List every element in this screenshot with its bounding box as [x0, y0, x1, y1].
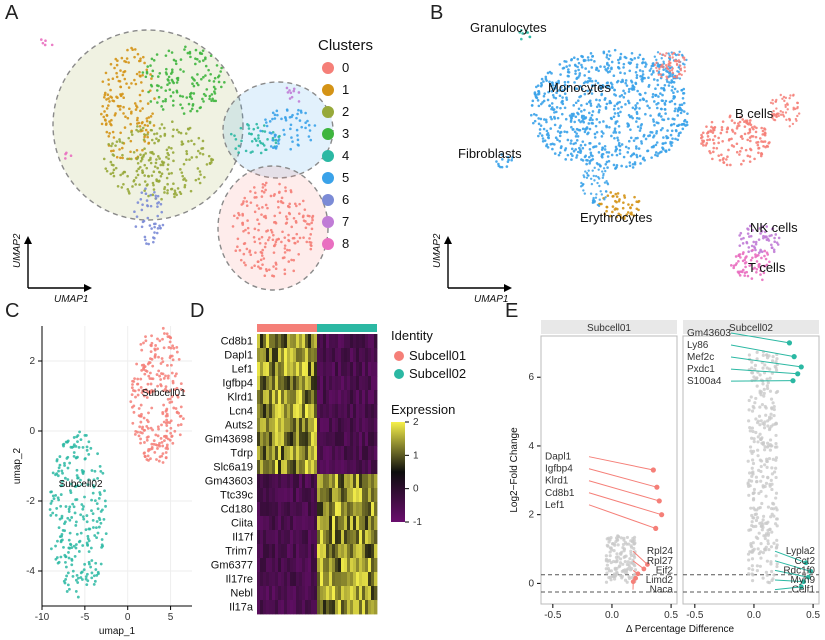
svg-text:1: 1 — [413, 450, 419, 461]
svg-text:Pxdc1: Pxdc1 — [687, 364, 715, 375]
svg-text:Dapl1: Dapl1 — [545, 452, 572, 463]
svg-text:Expression: Expression — [391, 402, 455, 417]
svg-text:Log2−Fold Change: Log2−Fold Change — [509, 427, 520, 513]
svg-text:-1: -1 — [413, 517, 422, 528]
svg-text:Erythrocytes: Erythrocytes — [580, 210, 653, 225]
svg-text:0.0: 0.0 — [605, 610, 619, 621]
svg-text:-0.5: -0.5 — [686, 610, 704, 621]
svg-text:7: 7 — [342, 214, 349, 229]
panel-B-umap: UMAP1 UMAP2 Granulocytes Monocytes Fibroblas… — [430, 10, 825, 310]
svg-text:4: 4 — [342, 148, 349, 163]
svg-text:0: 0 — [528, 578, 534, 589]
svg-text:6: 6 — [528, 372, 534, 383]
svg-text:Ly86: Ly86 — [687, 340, 709, 351]
svg-text:NK cells: NK cells — [750, 220, 798, 235]
svg-text:Gm6377: Gm6377 — [211, 560, 253, 572]
svg-text:Granulocytes: Granulocytes — [470, 20, 547, 35]
svg-text:0: 0 — [342, 60, 349, 75]
svg-text:Dapl1: Dapl1 — [224, 350, 253, 362]
svg-text:B cells: B cells — [735, 106, 774, 121]
svg-text:Auts2: Auts2 — [225, 420, 253, 432]
svg-text:Fibroblasts: Fibroblasts — [458, 146, 522, 161]
panel-E-volcano: 0 2 4 6 Log2−Fold Change Δ Percentage Differe… — [505, 318, 825, 638]
svg-text:UMAP1: UMAP1 — [54, 294, 88, 305]
svg-text:Lef1: Lef1 — [545, 500, 565, 511]
svg-text:1: 1 — [342, 82, 349, 97]
svg-text:0: 0 — [413, 484, 419, 495]
svg-text:-2: -2 — [26, 496, 35, 507]
figure-root: A B C D E UMAP1UMAP2Clusters012345678 UM… — [0, 0, 825, 638]
svg-text:-10: -10 — [35, 612, 50, 623]
svg-text:-5: -5 — [80, 612, 89, 623]
svg-text:Subcell01: Subcell01 — [409, 348, 466, 363]
svg-text:Celf1: Celf1 — [792, 585, 816, 596]
svg-text:5: 5 — [168, 612, 174, 623]
svg-text:S100a4: S100a4 — [687, 376, 722, 387]
svg-text:Igfbp4: Igfbp4 — [545, 464, 573, 475]
svg-text:Lcn4: Lcn4 — [229, 406, 253, 418]
panel-C-umap: -10 -5 0 5 -4 -2 0 2 Subcell01 Subcell02 umap_1 uma… — [8, 320, 198, 640]
svg-text:Ciita: Ciita — [231, 518, 254, 530]
svg-text:Cd8b1: Cd8b1 — [545, 488, 575, 499]
svg-text:Cd8b1: Cd8b1 — [221, 336, 253, 348]
svg-text:Δ Percentage Difference: Δ Percentage Difference — [626, 624, 735, 635]
svg-text:Cd180: Cd180 — [221, 504, 253, 516]
svg-text:0.5: 0.5 — [806, 610, 820, 621]
svg-text:Trim7: Trim7 — [225, 546, 253, 558]
svg-text:Naca: Naca — [650, 585, 674, 596]
svg-text:Gm43698: Gm43698 — [205, 434, 253, 446]
svg-text:Subcell01: Subcell01 — [142, 388, 186, 399]
svg-text:Subcell02: Subcell02 — [729, 323, 773, 334]
svg-text:Il17f: Il17f — [232, 532, 254, 544]
svg-text:Mef2c: Mef2c — [687, 352, 714, 363]
svg-text:T cells: T cells — [748, 260, 786, 275]
svg-text:Gm43603: Gm43603 — [687, 328, 731, 339]
svg-text:Subcell02: Subcell02 — [409, 366, 466, 381]
svg-text:0: 0 — [125, 612, 131, 623]
svg-text:Nebl: Nebl — [230, 588, 253, 600]
svg-text:Klrd1: Klrd1 — [545, 476, 569, 487]
svg-text:0: 0 — [29, 426, 35, 437]
svg-text:Klrd1: Klrd1 — [227, 392, 253, 404]
svg-text:Monocytes: Monocytes — [548, 80, 611, 95]
svg-text:2: 2 — [342, 104, 349, 119]
svg-text:Identity: Identity — [391, 328, 433, 343]
svg-text:Igfbp4: Igfbp4 — [222, 378, 253, 390]
svg-text:2: 2 — [29, 356, 35, 367]
svg-text:UMAP1: UMAP1 — [474, 294, 508, 305]
svg-text:0.0: 0.0 — [747, 610, 761, 621]
svg-text:6: 6 — [342, 192, 349, 207]
svg-text:umap_1: umap_1 — [99, 626, 136, 637]
svg-text:Gm43603: Gm43603 — [205, 476, 253, 488]
svg-text:Slc6a19: Slc6a19 — [213, 462, 253, 474]
svg-text:2: 2 — [413, 417, 419, 428]
svg-text:Ttc39c: Ttc39c — [220, 490, 254, 502]
svg-text:Lef1: Lef1 — [232, 364, 253, 376]
svg-text:-0.5: -0.5 — [544, 610, 562, 621]
svg-text:Clusters: Clusters — [318, 37, 373, 54]
svg-text:-4: -4 — [26, 566, 35, 577]
svg-text:2: 2 — [528, 510, 534, 521]
svg-text:4: 4 — [528, 441, 534, 452]
svg-text:5: 5 — [342, 170, 349, 185]
svg-text:Tdrp: Tdrp — [230, 448, 253, 460]
svg-text:umap_2: umap_2 — [12, 447, 23, 484]
panel-A-umap: UMAP1 UMAP2 Clusters 0 1 2 3 4 5 6 7 8 — [8, 10, 428, 310]
svg-text:0.5: 0.5 — [664, 610, 678, 621]
svg-text:Il17a: Il17a — [229, 602, 254, 614]
svg-text:Subcell02: Subcell02 — [59, 479, 103, 490]
svg-text:3: 3 — [342, 126, 349, 141]
svg-text:8: 8 — [342, 236, 349, 251]
svg-text:Il17re: Il17re — [225, 574, 253, 586]
svg-text:UMAP2: UMAP2 — [432, 233, 443, 268]
svg-text:Subcell01: Subcell01 — [587, 323, 631, 334]
svg-text:UMAP2: UMAP2 — [12, 233, 23, 268]
panel-D-heatmap: Cd8b1 Dapl1 Lef1 Igfbp4 Klrd1 Lcn4 Auts2 Gm4369… — [195, 320, 505, 640]
